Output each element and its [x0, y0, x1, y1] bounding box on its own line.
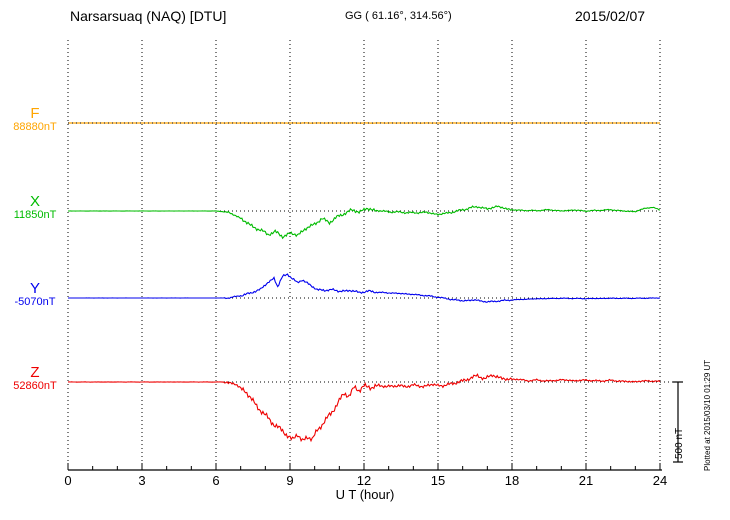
trace-Y	[68, 273, 661, 303]
series-label-X: X 11850nT	[4, 194, 66, 221]
plotted-at-note: Plotted at 2015/03/10 01:29 UT	[703, 359, 712, 471]
x-tick-label-15: 15	[431, 473, 445, 488]
series-baseline-value-Z: 52860nT	[13, 380, 57, 392]
x-tick-label-12: 12	[357, 473, 371, 488]
x-tick-label-18: 18	[505, 473, 519, 488]
station-title: Narsarsuaq (NAQ) [DTU]	[70, 8, 227, 24]
series-baseline-value-X: 11850nT	[13, 209, 57, 221]
series-letter-Z: Z	[30, 364, 40, 381]
plot-date: 2015/02/07	[575, 8, 646, 24]
series-label-Z: Z 52860nT	[4, 365, 66, 392]
trace-Z	[68, 373, 661, 443]
series-letter-X: X	[29, 193, 40, 210]
series-baseline-value-F: 88880nT	[13, 121, 57, 133]
x-tick-label-3: 3	[138, 473, 145, 488]
x-tick-label-21: 21	[579, 473, 593, 488]
x-tick-label-9: 9	[286, 473, 293, 488]
series-letter-F: F	[30, 105, 40, 122]
geographic-coordinates: GG ( 61.16°, 314.56°)	[345, 10, 452, 22]
series-label-F: F 88880nT	[4, 106, 66, 133]
series-baseline-value-Y: -5070nT	[14, 296, 56, 308]
series-label-Y: Y -5070nT	[4, 281, 66, 308]
x-tick-label-24: 24	[653, 473, 667, 488]
x-axis-label: U T (hour)	[335, 487, 395, 502]
trace-X	[68, 205, 661, 240]
series-letter-Y: Y	[29, 280, 40, 297]
scale-bar-label: 500 nT	[674, 427, 685, 459]
x-tick-label-0: 0	[64, 473, 71, 488]
x-tick-label-6: 6	[212, 473, 219, 488]
